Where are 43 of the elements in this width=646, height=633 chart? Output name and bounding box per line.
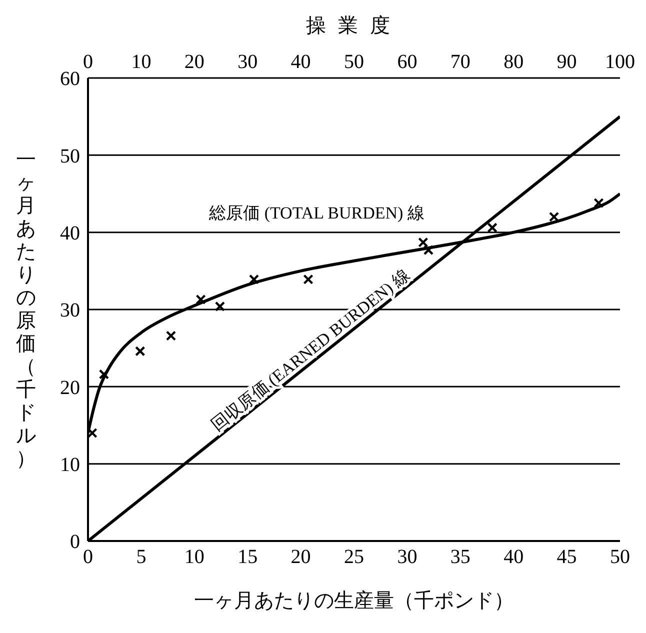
point — [248, 274, 260, 285]
text: 一ヶ月あたりの原価（千ドル） — [16, 148, 36, 470]
x2-tick-label: 10 — [131, 51, 152, 73]
x2-tick-label: 30 — [238, 51, 258, 73]
y-tick-label: 20 — [60, 376, 80, 399]
point — [548, 212, 560, 222]
point — [423, 244, 434, 256]
x2-tick-label: 50 — [344, 51, 364, 73]
x-tick-label: 30 — [397, 546, 418, 568]
point — [214, 301, 226, 312]
x-tick-label: 40 — [504, 546, 524, 568]
point — [487, 222, 498, 233]
x-tick-label: 35 — [450, 546, 470, 568]
x2-tick-label: 40 — [290, 51, 311, 73]
point — [166, 330, 176, 341]
x-tick-label: 20 — [290, 546, 311, 568]
point — [196, 294, 206, 305]
x-tick-label: 25 — [344, 546, 364, 568]
point — [594, 198, 604, 208]
y-tick-label: 40 — [60, 222, 80, 244]
x-tick-label: 5 — [136, 546, 146, 568]
point — [98, 369, 110, 380]
y-tick-label: 60 — [60, 68, 80, 90]
x2-tick-label: 100 — [605, 51, 635, 73]
x-tick-label: 10 — [184, 546, 204, 568]
y-tick-label: 0 — [70, 531, 80, 554]
x2-axis-title: 操業度 — [306, 15, 402, 37]
x-axis-title: 一ヶ月あたりの生産量（千ポンド） — [193, 589, 515, 614]
x2-tick-label: 20 — [184, 51, 204, 73]
x2-tick-label: 80 — [504, 51, 524, 73]
point — [303, 274, 314, 285]
x-tick-label: 45 — [556, 546, 577, 568]
y-tick-label: 10 — [60, 454, 80, 476]
x2-tick-label: 90 — [556, 51, 577, 73]
y-tick-label: 50 — [60, 145, 80, 168]
y-tick-label: 30 — [60, 300, 80, 322]
x-tick-label: 15 — [238, 546, 258, 568]
x-tick-label: 50 — [610, 546, 630, 568]
x2-tick-label: 70 — [450, 51, 470, 73]
x2-tick-label: 60 — [397, 51, 418, 73]
point — [135, 346, 146, 356]
annotation: 総原価 (TOTAL BURDEN) 線 — [208, 203, 424, 222]
point — [418, 237, 428, 248]
